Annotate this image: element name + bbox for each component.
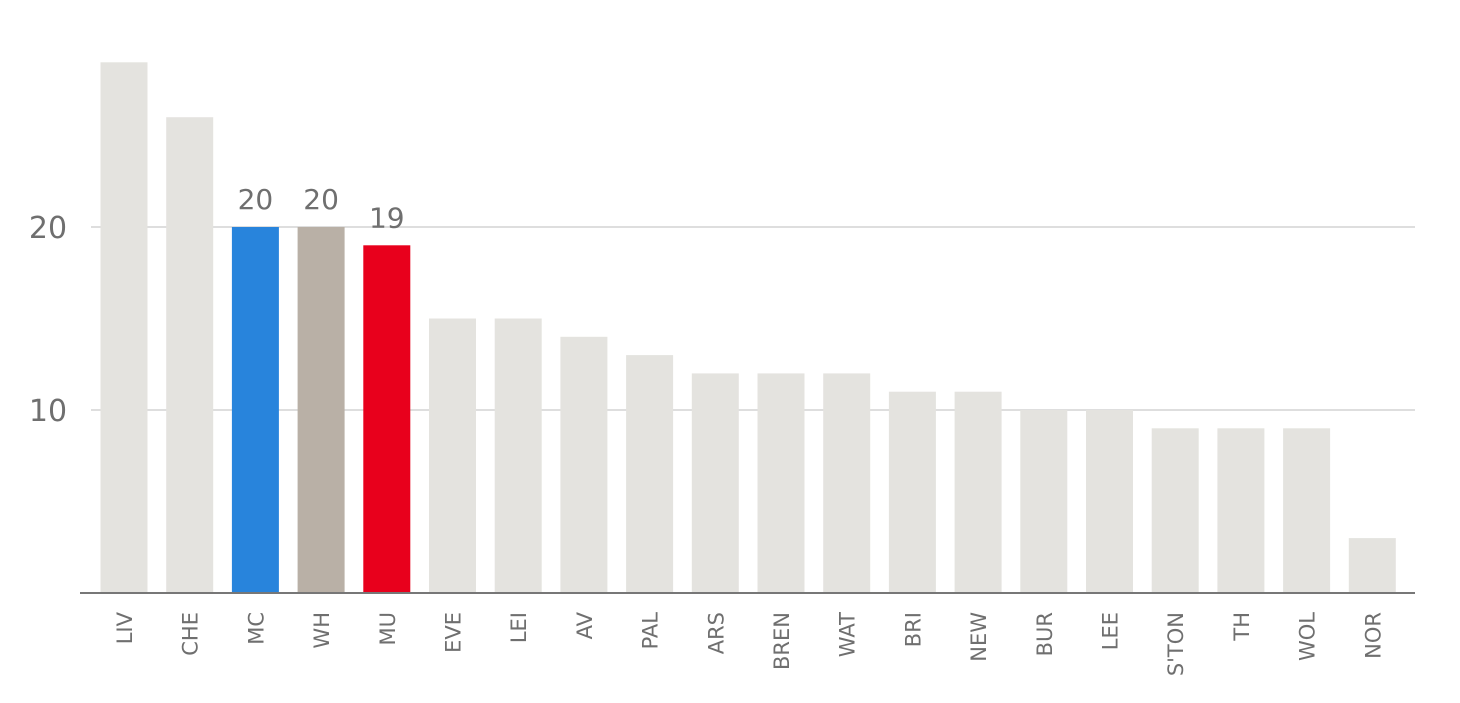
bar <box>626 355 674 593</box>
bar <box>1020 410 1068 593</box>
bar <box>823 373 871 593</box>
x-tick-label: MC <box>244 612 268 645</box>
bar <box>494 318 542 593</box>
x-tick-label: BREN <box>770 612 794 670</box>
bar <box>429 318 476 593</box>
x-tick-label: LEI <box>507 612 531 643</box>
bar <box>100 62 148 594</box>
x-tick-label: MU <box>376 612 400 646</box>
x-tick-label: LIV <box>113 611 137 644</box>
x-tick-label: AV <box>573 611 597 639</box>
x-tick-label: PAL <box>639 612 663 650</box>
x-tick-label: WOL <box>1296 612 1320 661</box>
x-tick-label: S'TON <box>1164 612 1188 676</box>
bar <box>1086 410 1133 593</box>
value-label: 20 <box>238 183 274 216</box>
bar <box>1217 428 1265 593</box>
bar <box>297 227 345 593</box>
bar <box>231 227 279 593</box>
bar <box>888 391 936 593</box>
x-tick-label: WAT <box>836 612 860 657</box>
bar <box>166 117 214 593</box>
x-tick-label: ARS <box>704 612 728 654</box>
bar <box>560 336 608 593</box>
x-tick-label: CHE <box>179 612 203 656</box>
x-tick-label: TH <box>1230 612 1254 642</box>
y-tick-label: 10 <box>29 394 67 429</box>
value-label: 20 <box>303 183 339 216</box>
bar <box>1151 428 1199 593</box>
x-tick-label: NEW <box>967 612 991 662</box>
y-tick-label: 20 <box>29 211 67 246</box>
bar <box>363 245 411 594</box>
x-tick-label: NOR <box>1361 612 1385 659</box>
x-tick-label: LEE <box>1099 612 1123 650</box>
bar <box>757 373 805 593</box>
bar <box>954 391 1002 593</box>
x-tick-label: BRI <box>901 612 925 647</box>
value-label: 19 <box>369 201 405 234</box>
bar <box>1348 538 1396 593</box>
x-tick-label: WH <box>310 612 334 649</box>
bar <box>691 373 739 593</box>
x-tick-label: BUR <box>1033 612 1057 656</box>
x-tick-label: EVE <box>442 612 466 653</box>
bar <box>1283 428 1331 593</box>
